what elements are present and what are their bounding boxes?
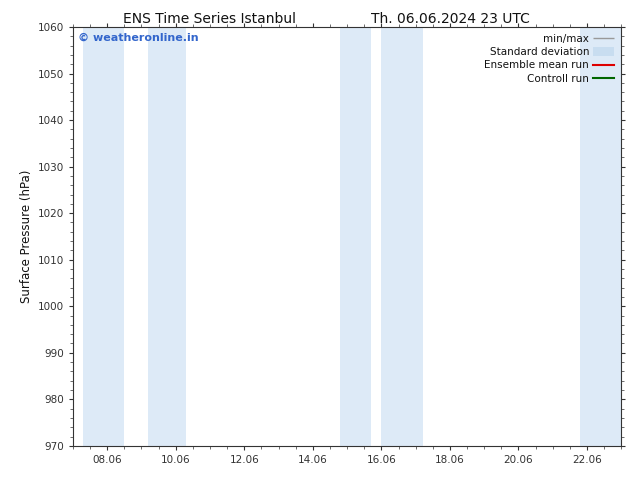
Text: Th. 06.06.2024 23 UTC: Th. 06.06.2024 23 UTC [371, 12, 529, 26]
Y-axis label: Surface Pressure (hPa): Surface Pressure (hPa) [20, 170, 34, 303]
Bar [83, 27, 124, 446]
Bar [580, 27, 621, 446]
Bar [382, 27, 422, 446]
Bar [148, 27, 186, 446]
Bar [340, 27, 371, 446]
Text: ENS Time Series Istanbul: ENS Time Series Istanbul [123, 12, 295, 26]
Text: © weatheronline.in: © weatheronline.in [79, 33, 199, 43]
Legend: min/max, Standard deviation, Ensemble mean run, Controll run: min/max, Standard deviation, Ensemble me… [482, 32, 616, 86]
